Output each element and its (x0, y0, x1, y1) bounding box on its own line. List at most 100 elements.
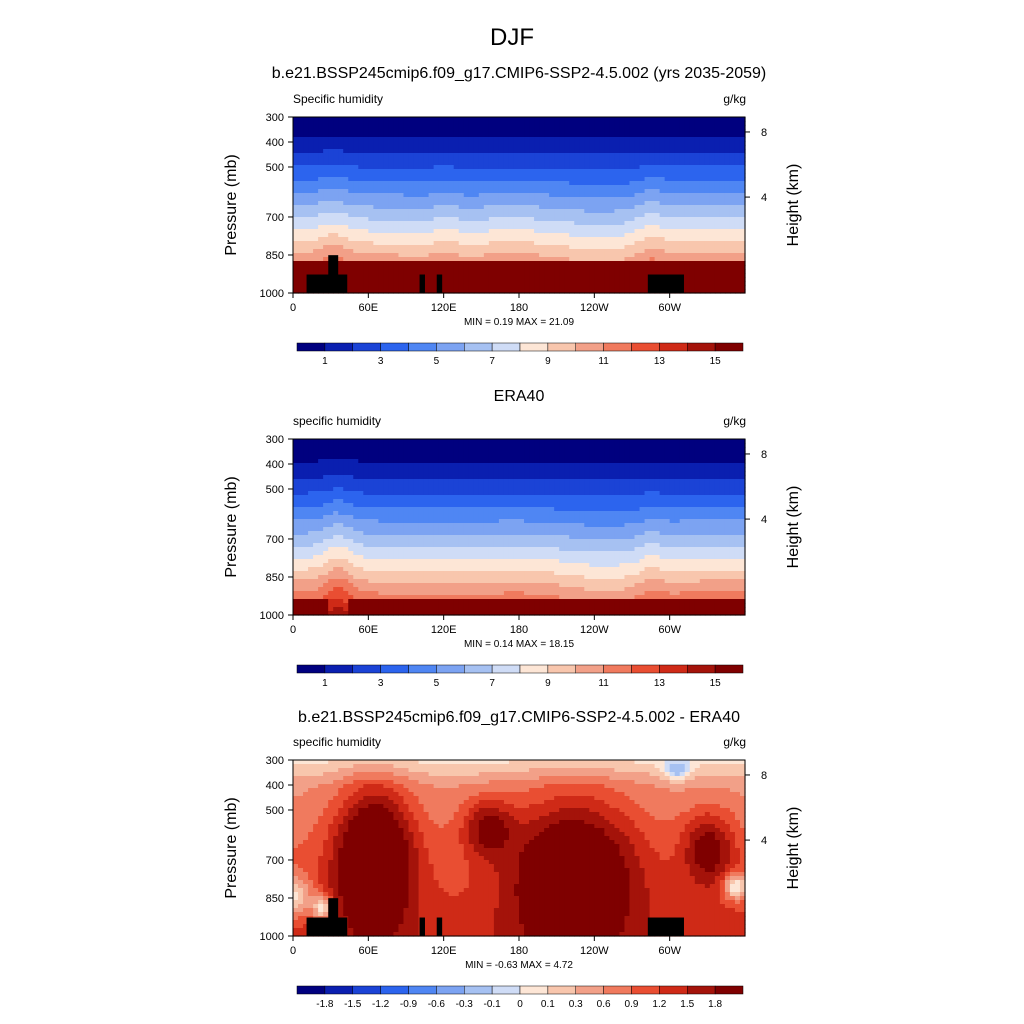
heatmap-cell (368, 257, 374, 262)
heatmap-cell (493, 197, 500, 202)
heatmap-cell (498, 273, 505, 278)
heatmap-cell (659, 117, 666, 122)
heatmap-cell (403, 467, 410, 472)
heatmap-cell (599, 137, 605, 142)
heatmap-cell (614, 125, 621, 130)
heatmap-cell (458, 245, 465, 250)
heatmap-cell (589, 153, 595, 158)
heatmap-cell (634, 463, 641, 468)
heatmap-cell (478, 471, 485, 476)
heatmap-cell (699, 257, 706, 262)
heatmap-cell (594, 141, 600, 146)
heatmap-cell (513, 181, 520, 186)
heatmap-cell (624, 201, 631, 206)
heatmap-cell (478, 205, 485, 210)
heatmap-cell (488, 281, 495, 286)
heatmap-cell (704, 285, 711, 290)
heatmap-cell (574, 257, 580, 262)
heatmap-cell (569, 117, 575, 122)
heatmap-cell (508, 209, 515, 214)
heatmap-cell (448, 189, 455, 194)
heatmap-cell (313, 181, 319, 186)
heatmap-cell (498, 237, 505, 242)
heatmap-cell (519, 205, 525, 210)
heatmap-cell (313, 201, 319, 206)
heatmap-cell (549, 149, 555, 154)
heatmap-cell (719, 443, 726, 448)
heatmap-cell (483, 193, 490, 198)
heatmap-cell (338, 129, 344, 134)
heatmap-cell (443, 463, 450, 468)
heatmap-cell (639, 165, 646, 170)
heatmap-cell (664, 205, 671, 210)
heatmap-cell (378, 467, 384, 472)
heatmap-cell (569, 459, 575, 464)
heatmap-cell (443, 237, 450, 242)
heatmap-cell (599, 289, 605, 294)
heatmap-cell (704, 217, 711, 222)
heatmap-cell (328, 463, 334, 468)
heatmap-cell (508, 125, 515, 130)
heatmap-cell (669, 133, 676, 138)
heatmap-cell (674, 439, 681, 444)
heatmap-cell (714, 193, 721, 198)
heatmap-cell (564, 229, 570, 234)
heatmap-cell (313, 125, 319, 130)
heatmap-cell (358, 443, 364, 448)
heatmap-cell (559, 209, 565, 214)
heatmap-cell (313, 249, 319, 254)
heatmap-cell (428, 229, 435, 234)
heatmap-cell (513, 467, 520, 472)
heatmap-cell (559, 201, 565, 206)
heatmap-cell (534, 129, 540, 134)
heatmap-cell (298, 117, 304, 122)
heatmap-cell (639, 193, 646, 198)
heatmap-cell (513, 229, 520, 234)
heatmap-cell (393, 467, 400, 472)
heatmap-cell (463, 125, 470, 130)
heatmap-cell (734, 455, 741, 460)
heatmap-cell (433, 269, 440, 274)
heatmap-cell (493, 463, 500, 468)
heatmap-cell (473, 201, 480, 206)
heatmap-cell (393, 129, 400, 134)
heatmap-cell (318, 177, 324, 182)
heatmap-cell (498, 133, 505, 138)
heatmap-cell (544, 225, 550, 230)
heatmap-cell (468, 121, 475, 126)
heatmap-cell (579, 289, 585, 294)
heatmap-cell (594, 121, 600, 126)
heatmap-cell (418, 237, 425, 242)
heatmap-cell (719, 265, 726, 270)
heatmap-cell (654, 257, 661, 262)
heatmap-cell (599, 253, 605, 258)
heatmap-cell (388, 265, 395, 270)
heatmap-cell (468, 245, 475, 250)
heatmap-cell (293, 229, 299, 234)
heatmap-cell (483, 237, 490, 242)
heatmap-cell (453, 129, 460, 134)
heatmap-cell (323, 217, 329, 222)
heatmap-cell (418, 253, 425, 258)
heatmap-cell (739, 189, 746, 194)
heatmap-cell (719, 463, 726, 468)
heatmap-cell (298, 193, 304, 198)
heatmap-cell (303, 149, 309, 154)
heatmap-cell (353, 193, 359, 198)
heatmap-cell (373, 181, 379, 186)
heatmap-cell (388, 451, 395, 456)
heatmap-cell (714, 229, 721, 234)
heatmap-cell (519, 447, 525, 452)
heatmap-cell (589, 273, 595, 278)
heatmap-cell (599, 245, 605, 250)
heatmap-cell (408, 475, 415, 480)
heatmap-cell (559, 177, 565, 182)
heatmap-cell (378, 277, 384, 282)
heatmap-cell (664, 173, 671, 178)
heatmap-cell (569, 137, 575, 142)
heatmap-cell (333, 451, 339, 456)
heatmap-cell (729, 233, 736, 238)
heatmap-cell (674, 137, 681, 142)
heatmap-cell (544, 161, 550, 166)
heatmap-cell (433, 459, 440, 464)
